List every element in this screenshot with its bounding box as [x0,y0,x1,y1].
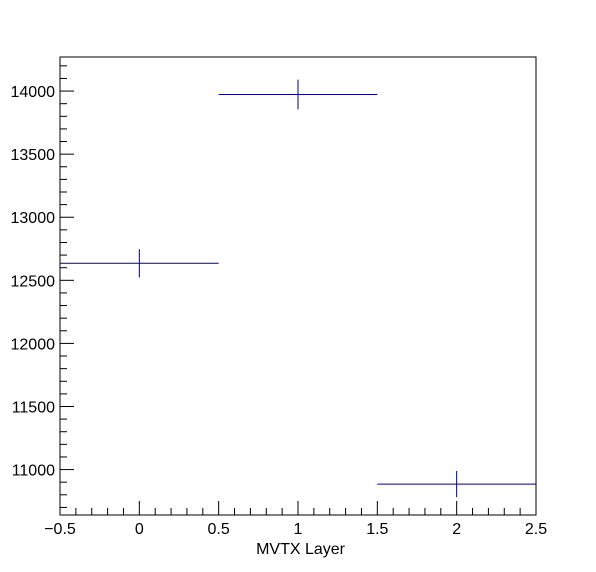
x-tick-label: 2 [452,521,461,538]
data-point [377,470,536,498]
x-axis-title: MVTX Layer [256,541,346,558]
y-tick-label: 13500 [11,147,56,164]
y-tick-label: 12500 [11,273,56,290]
data-marks [60,79,536,498]
x-tick-label: −0.5 [44,521,76,538]
data-point [60,249,219,278]
plot-frame [59,56,537,516]
y-tick-label: 11500 [12,399,55,416]
y-axis: 11000 11500 12000 12500 13000 13500 14000 [11,65,74,508]
y-tick-label: 13000 [11,210,56,227]
y-tick-label: 14000 [11,84,56,101]
x-axis: −0.5 0 0.5 1 1.5 2 2.5 [44,501,547,538]
y-tick-label: 11000 [12,463,55,480]
x-tick-label: 0 [135,521,144,538]
x-tick-label: 2.5 [525,521,547,538]
x-tick-label: 1 [294,521,303,538]
y-tick-label: 12000 [11,336,56,353]
x-tick-label: 1.5 [366,521,388,538]
x-tick-label: 0.5 [208,521,230,538]
data-point [218,79,378,110]
